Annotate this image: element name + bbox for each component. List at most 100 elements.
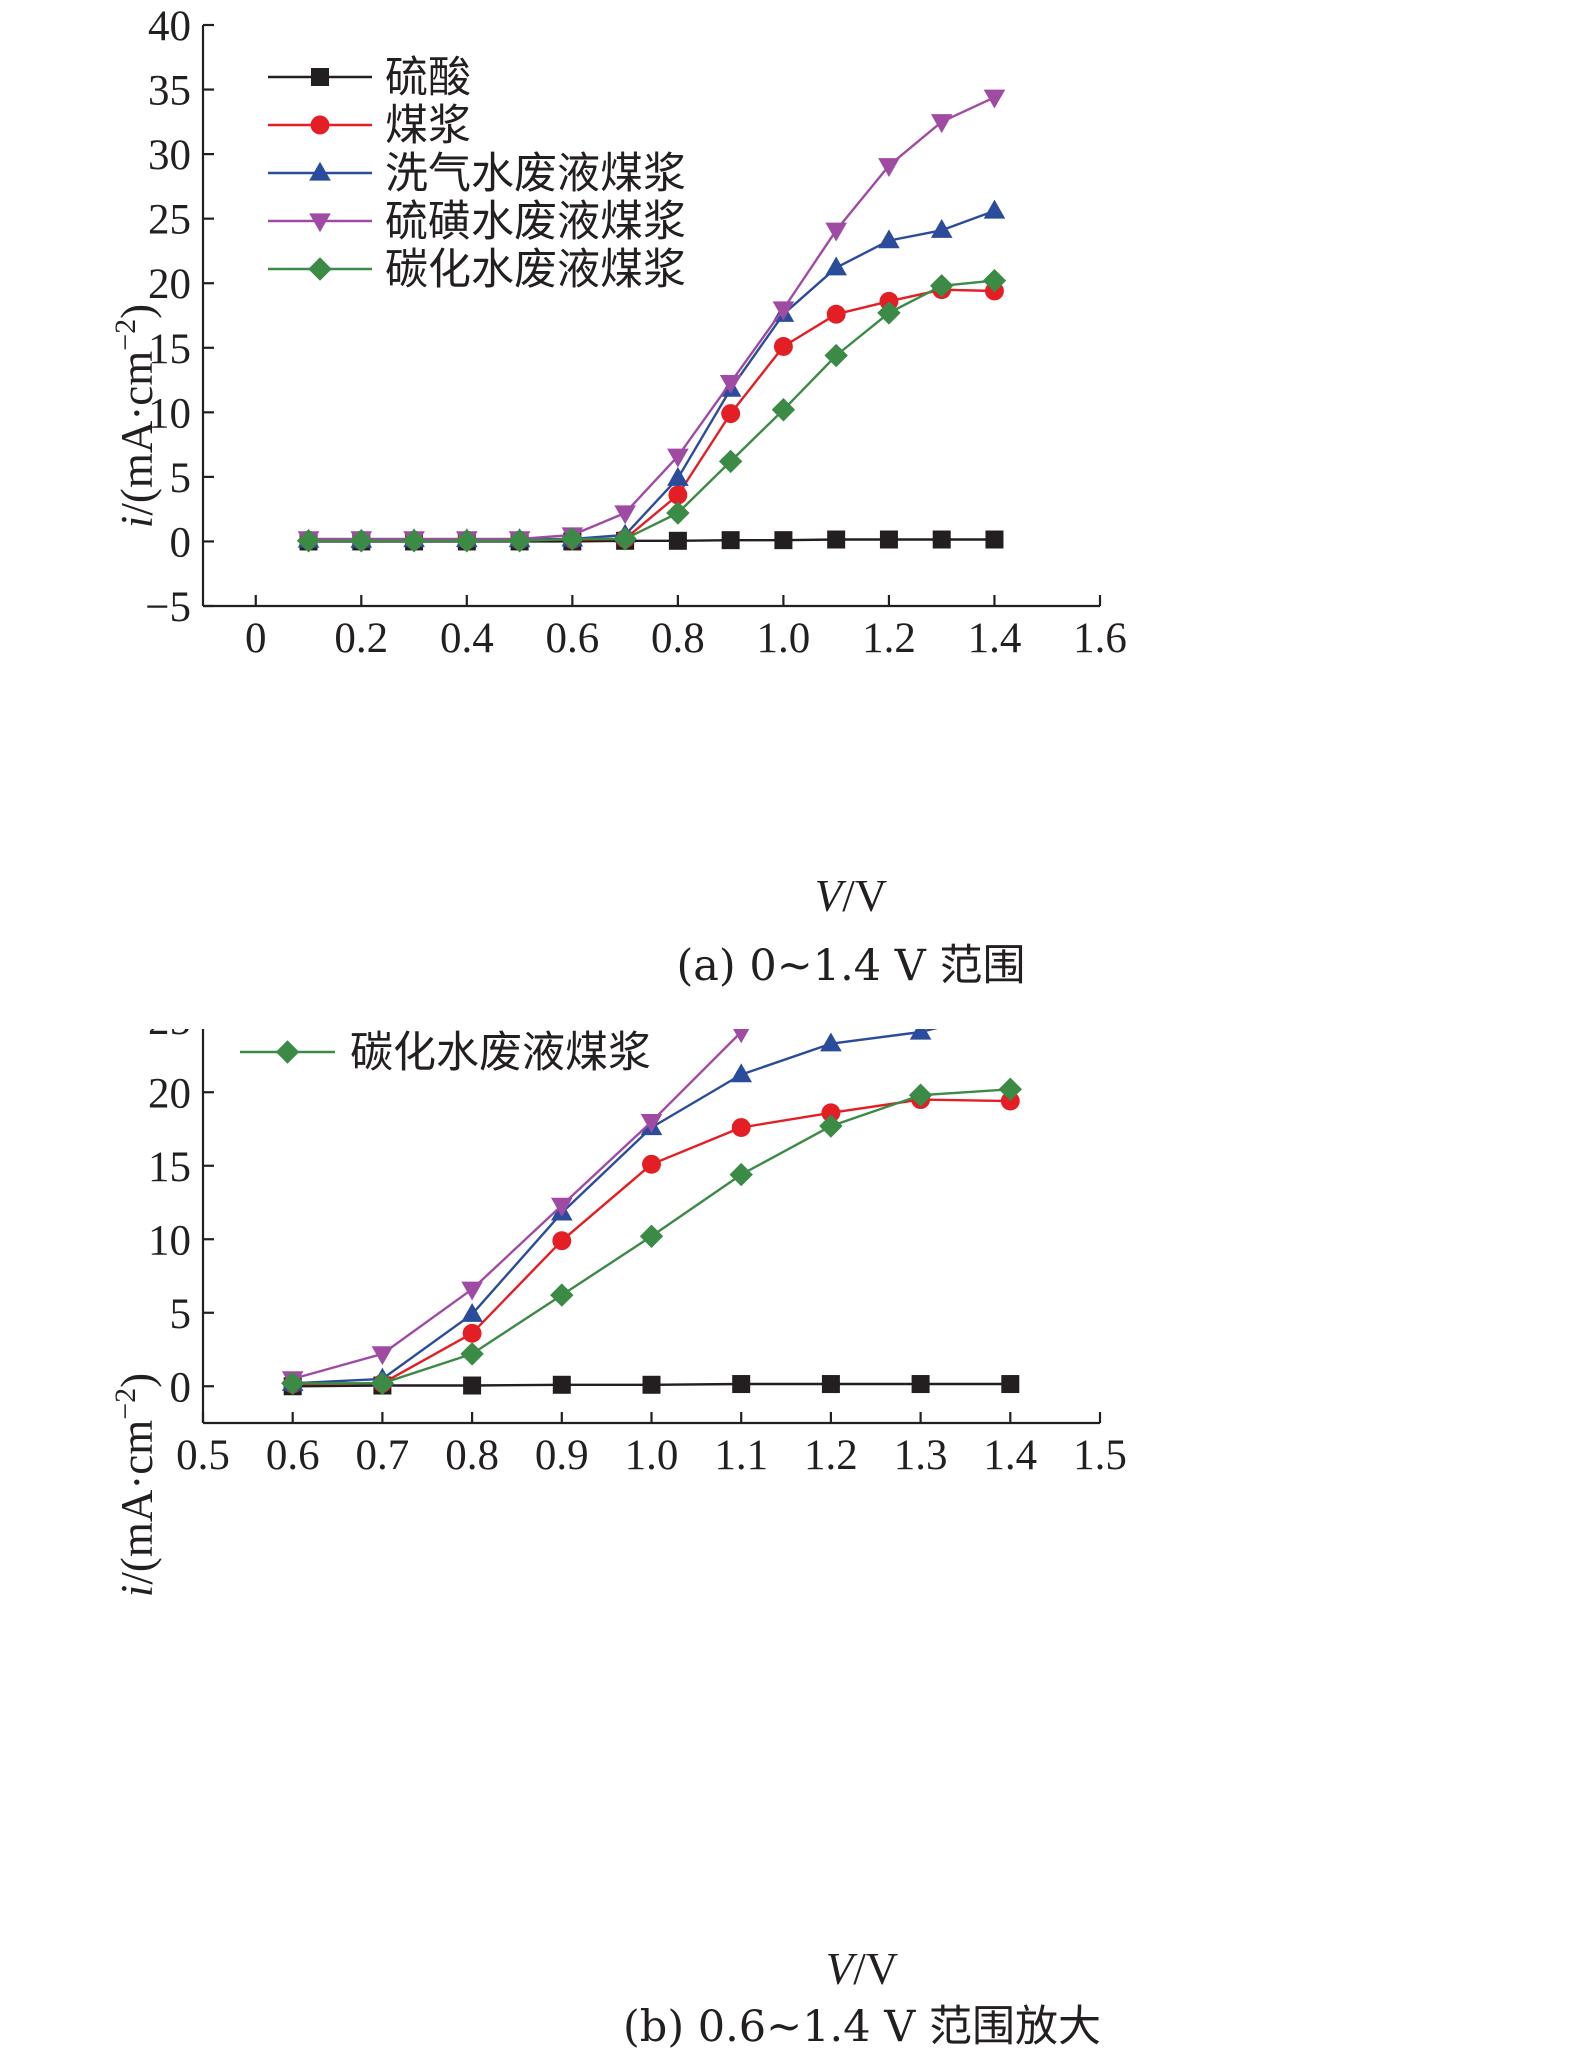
series-line xyxy=(308,288,995,542)
chart-a-axes xyxy=(201,25,1100,608)
y-tick-label: 15 xyxy=(148,1144,191,1191)
legend-item: 碳化水废液煤浆 xyxy=(268,245,686,295)
data-point xyxy=(825,256,847,276)
data-point xyxy=(668,485,688,505)
series-2 xyxy=(299,280,1004,550)
data-point xyxy=(371,1346,394,1366)
x-tick-label: 1.1 xyxy=(714,1432,768,1479)
data-point xyxy=(729,1162,753,1187)
legend-label: 碳化水废液煤浆 xyxy=(385,245,686,295)
data-point xyxy=(1001,1375,1020,1394)
data-point xyxy=(877,301,901,325)
data-point xyxy=(461,1281,483,1301)
chart-a-x-label: V/V xyxy=(815,871,888,921)
data-point xyxy=(730,1063,752,1083)
x-tick-label: 0.9 xyxy=(535,1432,589,1479)
x-tick-label: 0.6 xyxy=(545,615,599,662)
y-tick-label: 0 xyxy=(170,1364,192,1411)
legend-marker xyxy=(310,115,330,135)
data-point xyxy=(461,1302,483,1322)
data-point xyxy=(642,1375,661,1394)
data-point xyxy=(402,529,426,553)
y-tick-label: 15 xyxy=(148,326,191,373)
data-point xyxy=(879,530,898,549)
data-point xyxy=(667,466,689,486)
data-point xyxy=(985,530,1004,549)
chart-a-x-ticks: 0 0.2 0.4 0.6 0.8 1.0 1.2 1.4 1.6 xyxy=(245,595,1127,662)
legend-marker xyxy=(311,68,329,86)
data-point xyxy=(721,531,740,550)
figure-a: −5 0 5 10 15 20 25 30 35 40 0 0.2 0.4 0.6 0.8 1.0 1.2 1.… xyxy=(0,0,1575,1029)
chart-a-series xyxy=(296,89,1007,553)
chart-b-x-ticks: 0.5 0.6 0.7 0.8 0.9 1.0 1.1 1.2 1.3 1.4 1.5 xyxy=(176,1412,1127,1479)
data-point xyxy=(820,1032,842,1052)
data-point xyxy=(998,1077,1022,1102)
x-tick-label: 1.4 xyxy=(983,1432,1037,1479)
y-tick-label: 40 xyxy=(148,3,191,50)
legend-marker xyxy=(275,1040,300,1064)
legend-item: 洗气水废液煤浆 xyxy=(268,149,686,199)
data-point xyxy=(730,1024,752,1044)
y-tick-label: 0 xyxy=(170,519,192,566)
data-point xyxy=(551,1197,573,1217)
chart-a-y-label: i/(mA·cm−2) xyxy=(109,304,162,528)
data-point xyxy=(462,1323,482,1343)
y-tick-label: 30 xyxy=(148,132,191,179)
data-point xyxy=(982,268,1007,293)
x-tick-label: 0.4 xyxy=(440,615,494,662)
data-point xyxy=(878,229,900,249)
data-point xyxy=(930,274,954,298)
y-tick-label: 20 xyxy=(148,1070,191,1117)
chart-a-caption: (a) 0~1.4 V 范围 xyxy=(676,941,1025,991)
x-tick-label: 1.4 xyxy=(968,615,1022,662)
y-tick-label: −5 xyxy=(145,584,191,631)
series-1 xyxy=(283,1375,1020,1396)
data-point xyxy=(774,531,793,550)
data-point xyxy=(552,1231,572,1251)
data-point xyxy=(930,114,953,134)
legend-marker xyxy=(309,213,331,233)
data-point xyxy=(719,374,742,394)
chart-b-y-label: i/(mA·cm−2) xyxy=(109,1373,162,1597)
data-point xyxy=(667,448,689,468)
data-point xyxy=(825,222,847,242)
x-tick-label: 1.5 xyxy=(1073,1432,1127,1479)
data-point xyxy=(460,1342,484,1366)
data-point xyxy=(824,343,848,368)
data-point xyxy=(732,1375,751,1394)
chart-a-y-ticks: −5 0 5 10 15 20 25 30 35 40 xyxy=(145,3,214,631)
x-tick-label: 0.2 xyxy=(334,615,388,662)
x-tick-label: 1.2 xyxy=(862,615,916,662)
series-line xyxy=(292,1008,1011,1385)
x-tick-label: 0.8 xyxy=(445,1432,499,1479)
chart-b-series xyxy=(281,872,1022,1396)
data-point xyxy=(349,529,373,553)
legend-item: 碳化水废液煤浆 xyxy=(240,1028,651,1078)
data-point xyxy=(772,301,795,321)
data-point xyxy=(455,529,479,553)
y-tick-label: 35 xyxy=(148,68,191,115)
legend-label: 硫酸 xyxy=(385,53,471,103)
data-point xyxy=(771,398,796,422)
y-tick-label: 5 xyxy=(170,455,192,502)
x-tick-label: 0.8 xyxy=(651,615,705,662)
data-point xyxy=(1000,1091,1020,1111)
data-point xyxy=(642,1154,661,1174)
x-tick-label: 0 xyxy=(245,615,267,662)
legend-item: 硫酸 xyxy=(268,53,471,103)
x-tick-label: 1.2 xyxy=(804,1432,858,1479)
data-point xyxy=(826,304,846,324)
series-3 xyxy=(281,998,1022,1391)
series-4 xyxy=(281,872,1022,1391)
data-point xyxy=(930,219,953,238)
data-point xyxy=(639,1224,664,1249)
x-tick-label: 1.0 xyxy=(625,1432,679,1479)
data-point xyxy=(827,530,846,549)
x-tick-label: 0.6 xyxy=(266,1432,320,1479)
chart-a-svg: −5 0 5 10 15 20 25 30 35 40 0 0.2 0.4 0.6 0.8 1.0 1.2 1.… xyxy=(109,3,1127,991)
data-point xyxy=(666,501,690,525)
